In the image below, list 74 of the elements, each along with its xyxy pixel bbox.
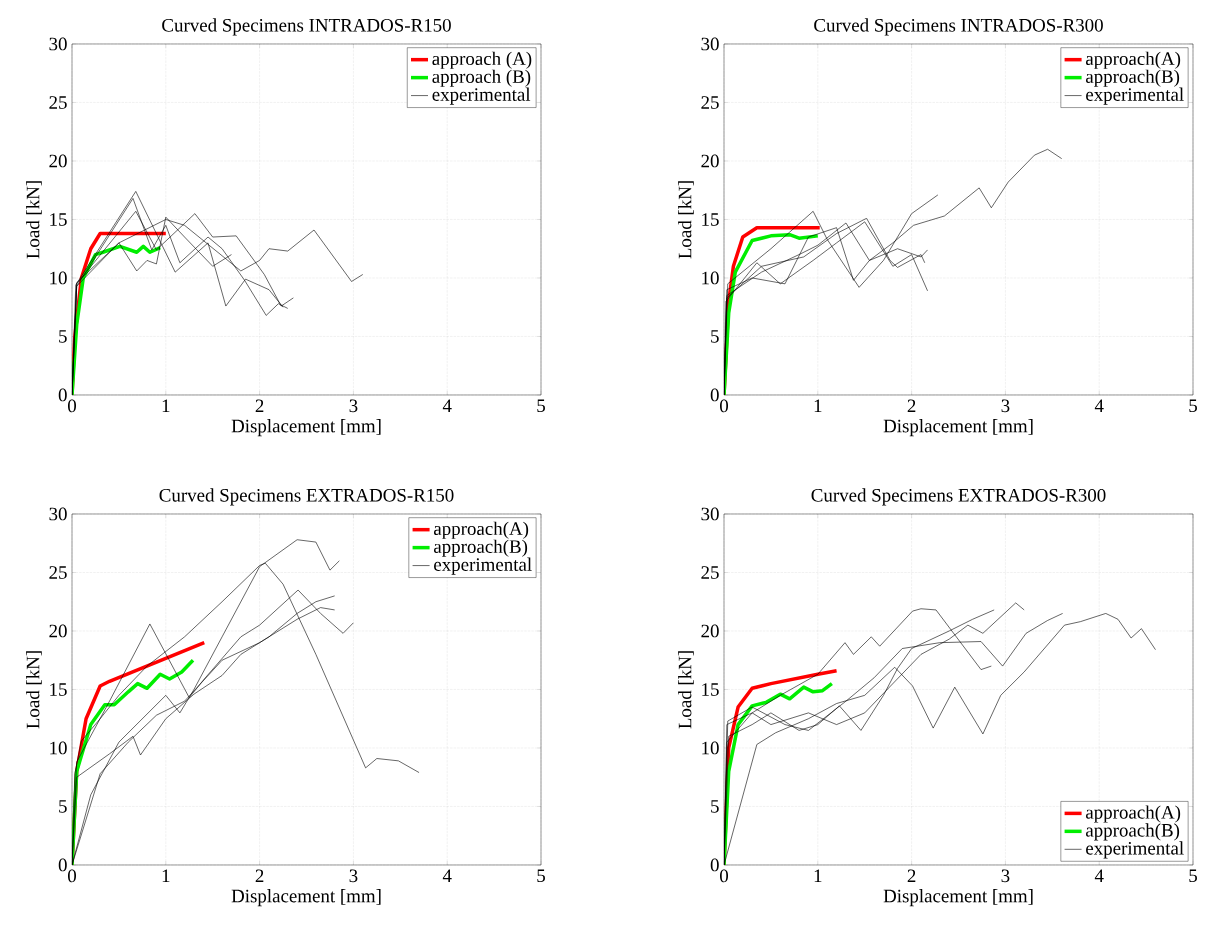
y-tick-label: 25 xyxy=(49,96,67,109)
x-tick-label: 3 xyxy=(1001,869,1010,883)
x-tick-label: 2 xyxy=(255,869,264,883)
legend-label: approach(B) xyxy=(1086,69,1180,87)
y-tick-label: 30 xyxy=(49,37,67,51)
y-tick-label: 10 xyxy=(50,271,67,285)
legend-label: approach(B) xyxy=(1086,823,1180,841)
legend-label: experimental xyxy=(432,87,531,105)
x-axis-title: Displacement [mm] xyxy=(231,889,381,907)
x-tick-label: 3 xyxy=(349,869,358,883)
y-tick-label: 5 xyxy=(59,800,67,813)
y-tick-label: 10 xyxy=(50,741,67,755)
x-tick-label: 4 xyxy=(442,399,452,412)
y-tick-label: 0 xyxy=(710,388,719,402)
chart-title: Curved Specimens INTRADOS-R300 xyxy=(814,18,1103,36)
x-tick-label: 1 xyxy=(814,399,822,412)
y-tick-label: 10 xyxy=(702,741,719,755)
x-tick-label: 1 xyxy=(814,869,822,882)
y-tick-label: 25 xyxy=(701,96,719,109)
x-tick-label: 5 xyxy=(537,869,545,883)
x-tick-label: 1 xyxy=(162,869,170,882)
y-tick-label: 0 xyxy=(710,858,719,872)
y-axis-title: Load [kN] xyxy=(26,651,42,729)
legend-label: approach(B) xyxy=(434,539,528,557)
y-tick-label: 5 xyxy=(711,330,719,343)
y-tick-label: 20 xyxy=(701,624,719,638)
y-tick-label: 15 xyxy=(702,213,719,226)
x-tick-label: 5 xyxy=(1189,869,1197,883)
y-tick-label: 20 xyxy=(701,154,719,168)
legend-label: experimental xyxy=(1086,87,1184,105)
y-tick-label: 15 xyxy=(50,683,67,696)
legend-label: approach(A) xyxy=(1086,51,1181,69)
y-tick-label: 5 xyxy=(711,800,719,813)
y-tick-label: 25 xyxy=(49,566,67,579)
x-axis-title: Displacement [mm] xyxy=(231,419,381,437)
y-axis-title: Load [kN] xyxy=(26,181,42,259)
x-tick-label: 0 xyxy=(720,399,729,413)
x-axis-title: Displacement [mm] xyxy=(883,889,1033,907)
x-tick-label: 4 xyxy=(1094,399,1104,412)
x-tick-label: 1 xyxy=(162,399,170,412)
y-tick-label: 20 xyxy=(49,154,67,168)
y-tick-label: 5 xyxy=(59,330,67,343)
x-tick-label: 3 xyxy=(1001,399,1010,413)
x-tick-label: 5 xyxy=(537,399,545,413)
x-tick-label: 2 xyxy=(907,399,916,413)
y-axis-title: Load [kN] xyxy=(678,181,694,259)
chart-title: Curved Specimens EXTRADOS-R300 xyxy=(811,488,1106,506)
y-tick-label: 15 xyxy=(50,213,67,226)
chart-title: Curved Specimens EXTRADOS-R150 xyxy=(159,488,454,506)
x-tick-label: 3 xyxy=(349,399,358,413)
legend-label: experimental xyxy=(1086,841,1184,859)
y-tick-label: 0 xyxy=(58,388,67,402)
chart-title: Curved Specimens INTRADOS-R150 xyxy=(162,18,451,36)
x-tick-label: 4 xyxy=(442,869,452,882)
legend-label: experimental xyxy=(434,557,532,575)
x-tick-label: 4 xyxy=(1094,869,1104,882)
y-tick-label: 30 xyxy=(49,507,67,521)
x-tick-label: 0 xyxy=(720,869,729,883)
legend-label: approach(A) xyxy=(1086,805,1181,823)
x-tick-label: 5 xyxy=(1189,399,1197,413)
legend-label: approach (B) xyxy=(432,69,531,87)
y-tick-label: 30 xyxy=(701,37,719,51)
y-tick-label: 15 xyxy=(702,683,719,696)
x-tick-label: 2 xyxy=(907,869,916,883)
y-tick-label: 10 xyxy=(702,271,719,285)
y-axis-title: Load [kN] xyxy=(678,651,694,729)
x-tick-label: 2 xyxy=(255,399,264,413)
y-tick-label: 30 xyxy=(701,507,719,521)
legend-label: approach (A) xyxy=(432,51,532,69)
y-tick-label: 20 xyxy=(49,624,67,638)
legend-label: approach(A) xyxy=(434,521,529,539)
x-axis-title: Displacement [mm] xyxy=(883,419,1033,437)
y-tick-label: 25 xyxy=(701,566,719,579)
y-tick-label: 0 xyxy=(58,858,67,872)
